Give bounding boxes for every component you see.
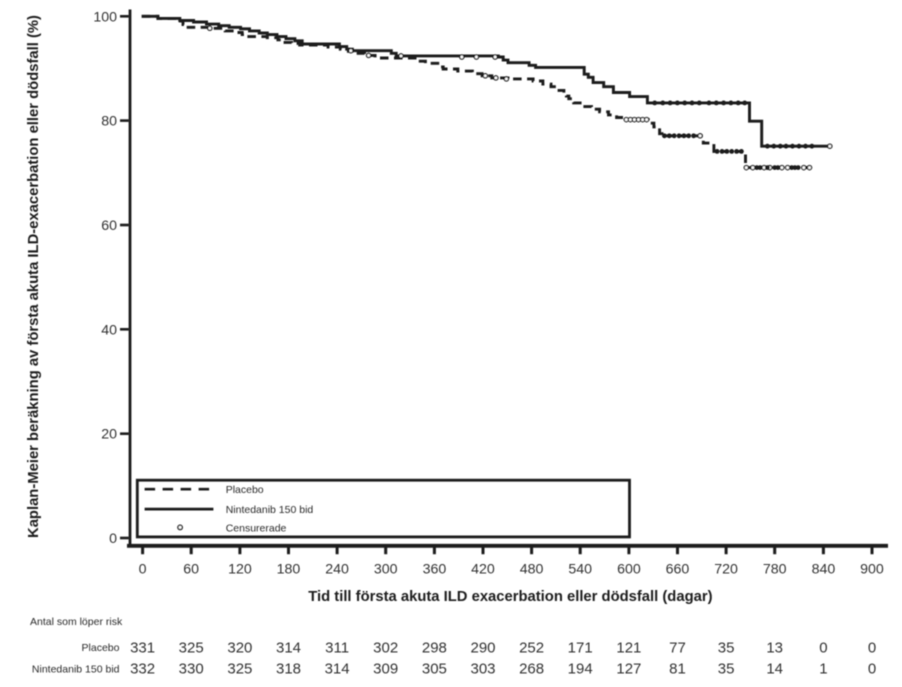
svg-text:420: 420 [471,561,495,577]
svg-text:252: 252 [519,639,544,656]
svg-text:Placebo: Placebo [82,642,120,654]
svg-text:14: 14 [766,661,783,678]
svg-text:35: 35 [718,661,735,678]
svg-text:100: 100 [93,9,117,25]
svg-text:314: 314 [276,639,301,656]
svg-text:320: 320 [227,639,252,656]
svg-text:1: 1 [819,661,827,678]
svg-text:60: 60 [183,561,199,577]
svg-text:Tid till första akuta ILD exac: Tid till första akuta ILD exacerbation e… [308,589,712,605]
svg-text:Antal som löper risk: Antal som löper risk [30,616,123,628]
svg-text:0: 0 [868,661,876,678]
svg-text:127: 127 [616,661,641,678]
svg-text:13: 13 [766,639,783,656]
svg-text:332: 332 [130,661,155,678]
svg-text:290: 290 [470,639,495,656]
svg-text:840: 840 [812,561,836,577]
svg-text:Kaplan-Meier beräkning av förs: Kaplan-Meier beräkning av första akuta I… [26,15,42,538]
svg-text:0: 0 [819,639,827,656]
svg-text:77: 77 [669,639,686,656]
svg-text:600: 600 [617,561,641,577]
svg-text:171: 171 [568,639,593,656]
svg-text:325: 325 [227,661,252,678]
svg-text:0: 0 [109,531,117,547]
svg-text:0: 0 [139,561,147,577]
svg-text:120: 120 [228,561,252,577]
svg-text:121: 121 [616,639,641,656]
svg-text:268: 268 [519,661,544,678]
svg-text:318: 318 [276,661,301,678]
svg-text:311: 311 [325,639,349,656]
svg-text:Nintedanib 150 bid: Nintedanib 150 bid [32,663,120,675]
svg-text:331: 331 [130,639,155,656]
svg-text:Placebo: Placebo [226,484,264,496]
svg-text:240: 240 [325,561,349,577]
svg-text:194: 194 [568,661,593,678]
svg-text:325: 325 [179,639,204,656]
svg-text:300: 300 [374,561,398,577]
svg-text:720: 720 [714,561,738,577]
svg-text:180: 180 [277,561,301,577]
svg-text:330: 330 [179,661,204,678]
svg-text:Censurerade: Censurerade [226,523,287,535]
svg-text:Nintedanib 150 bid: Nintedanib 150 bid [226,504,314,516]
svg-text:60: 60 [101,218,117,234]
svg-text:540: 540 [568,561,592,577]
svg-text:309: 309 [373,661,398,678]
svg-text:0: 0 [868,639,876,656]
svg-text:302: 302 [373,639,398,656]
svg-text:80: 80 [101,114,117,130]
svg-text:360: 360 [423,561,447,577]
svg-text:305: 305 [422,661,447,678]
svg-text:81: 81 [669,661,686,678]
svg-text:314: 314 [325,661,350,678]
svg-text:900: 900 [860,561,884,577]
svg-text:298: 298 [422,639,447,656]
svg-text:480: 480 [520,561,544,577]
svg-text:660: 660 [666,561,690,577]
svg-text:780: 780 [763,561,787,577]
svg-text:40: 40 [101,322,117,338]
svg-text:20: 20 [101,427,117,443]
svg-text:35: 35 [718,639,735,656]
svg-text:303: 303 [470,661,495,678]
